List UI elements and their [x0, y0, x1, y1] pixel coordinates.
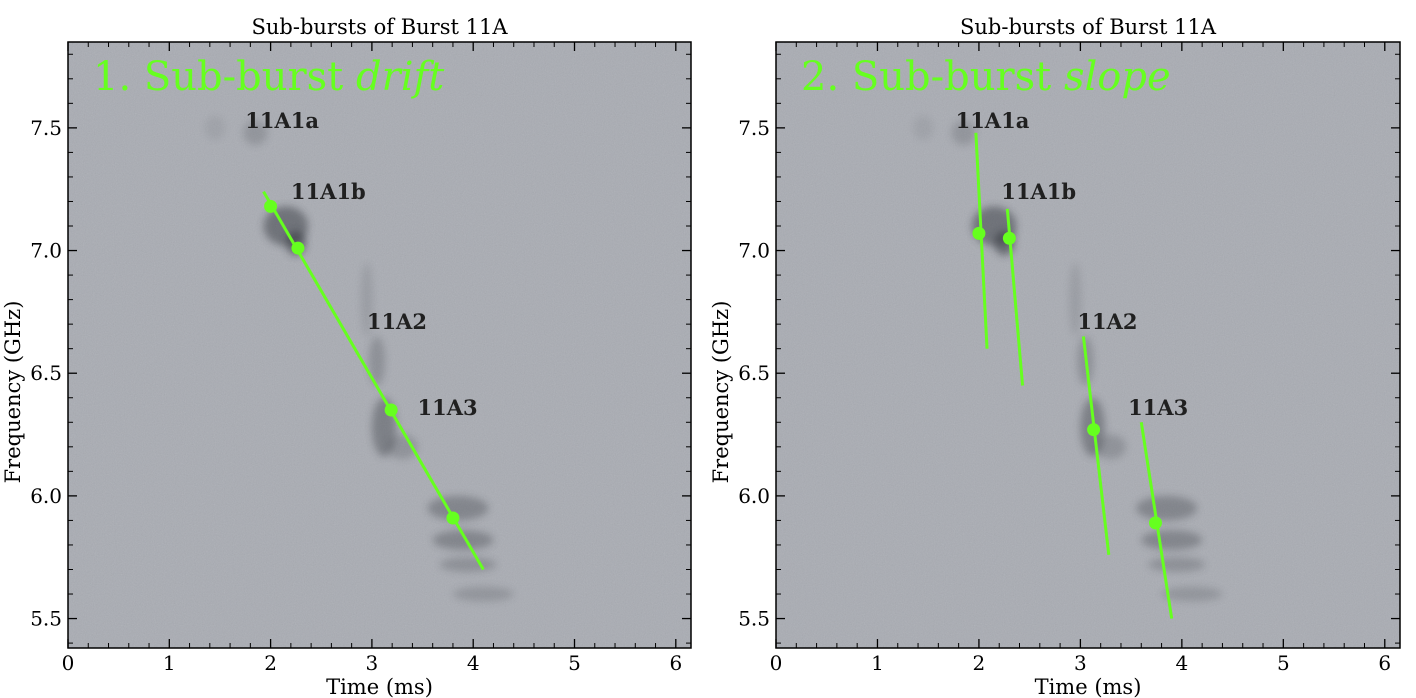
plot-area: 11A1a 11A1b 11A2 11A3 1. Sub-burst drift: [68, 42, 691, 648]
sub-burst-label-11A1a: 11A1a: [245, 108, 319, 133]
x-tick-label: 4: [467, 651, 480, 675]
x-tick-label: 5: [1277, 651, 1290, 675]
data-point-2: [291, 241, 305, 255]
signal-smudge: [204, 115, 226, 141]
panel-label-emph: slope: [1064, 54, 1171, 100]
sub-burst-label-11A1b: 11A1b: [1001, 179, 1076, 204]
y-tick-label: 5.5: [738, 607, 770, 631]
signal-smudge: [951, 120, 976, 146]
y-tick-label: 7.5: [738, 116, 770, 140]
x-tick-label: 5: [568, 651, 581, 675]
sub-burst-label-11A2: 11A2: [367, 309, 427, 334]
data-point-2: [1002, 231, 1016, 245]
data-point-1: [972, 226, 986, 240]
signal-smudge: [439, 557, 497, 572]
x-tick-label: 6: [1378, 651, 1391, 675]
axes: 0 1 2 3 4 5 6 5.5 6.0 6.5 7.0 7.5: [30, 42, 691, 675]
signal-smudge: [243, 120, 268, 146]
plot-area: 11A1a 11A1b 11A2 11A3 2. Sub-burst slope: [776, 42, 1400, 648]
sub-burst-label-11A2: 11A2: [1077, 309, 1137, 334]
data-point-3: [1087, 423, 1101, 437]
fit-line-1: [974, 132, 989, 349]
data-point-3: [384, 403, 398, 417]
y-tick-label: 6.0: [30, 484, 62, 508]
plot-frame: [67, 41, 692, 649]
signal-smudge: [432, 530, 494, 550]
signal-smudge: [1069, 262, 1082, 337]
panel-label-emph: drift: [356, 54, 445, 100]
x-tick-label: 6: [669, 651, 682, 675]
x-axis-label: Time (ms): [326, 675, 433, 698]
panel-label: 2. Sub-burst slope: [801, 54, 1171, 100]
sub-burst-label-11A3: 11A3: [417, 395, 477, 420]
x-tick-label: 3: [1074, 651, 1087, 675]
sub-burst-label-11A1a: 11A1a: [956, 108, 1030, 133]
chart-panel-1: 11A1a 11A1b 11A2 11A3 1. Sub-burst drift 0 1 2 3…: [1, 15, 692, 698]
signal-smudge: [1141, 530, 1203, 550]
panel-label-prefix: 2. Sub-burst: [801, 54, 1064, 100]
y-axis-label: Frequency (GHz): [709, 301, 733, 484]
y-tick-label: 6.5: [738, 361, 770, 385]
y-axis-label: Frequency (GHz): [1, 301, 25, 484]
data-point-1: [264, 199, 278, 213]
sub-burst-label-11A3: 11A3: [1128, 395, 1188, 420]
chart-title: Sub-bursts of Burst 11A: [960, 15, 1217, 39]
signal-smudge: [452, 586, 514, 602]
plot-frame: [775, 41, 1401, 649]
data-point-4: [1148, 516, 1162, 530]
signal-smudge: [1148, 557, 1206, 572]
y-tick-label: 7.0: [738, 239, 770, 263]
x-axis-label: Time (ms): [1035, 675, 1142, 698]
y-tick-label: 6.5: [30, 361, 62, 385]
signal-smudge: [1161, 586, 1223, 602]
y-tick-label: 7.5: [30, 116, 62, 140]
x-tick-label: 2: [264, 651, 277, 675]
x-tick-label: 0: [62, 651, 75, 675]
y-tick-label: 7.0: [30, 239, 62, 263]
x-tick-label: 3: [366, 651, 379, 675]
signal-smudge: [1136, 495, 1198, 521]
x-tick-label: 0: [770, 651, 783, 675]
chart-panel-2: 11A1a 11A1b 11A2 11A3 2. Sub-burst slope 0 1 2 3…: [709, 15, 1401, 698]
data-point-4: [446, 511, 460, 525]
signal-smudge: [360, 262, 373, 337]
x-tick-label: 1: [163, 651, 176, 675]
y-tick-label: 6.0: [738, 484, 770, 508]
signal-smudge: [1095, 434, 1127, 460]
axes: 0 1 2 3 4 5 6 5.5 6.0 6.5 7.0 7.5: [738, 42, 1400, 675]
fit-line-3: [1081, 336, 1111, 555]
panel-label: 1. Sub-burst drift: [93, 54, 445, 100]
x-tick-label: 2: [973, 651, 986, 675]
x-tick-label: 4: [1175, 651, 1188, 675]
signal-smudge: [912, 115, 934, 141]
x-tick-label: 1: [871, 651, 884, 675]
sub-burst-label-11A1b: 11A1b: [291, 179, 366, 204]
chart-title: Sub-bursts of Burst 11A: [252, 15, 509, 39]
fit-line-1: [262, 190, 485, 571]
panel-label-prefix: 1. Sub-burst: [93, 54, 356, 100]
y-tick-label: 5.5: [30, 607, 62, 631]
signal-smudge: [368, 336, 386, 386]
